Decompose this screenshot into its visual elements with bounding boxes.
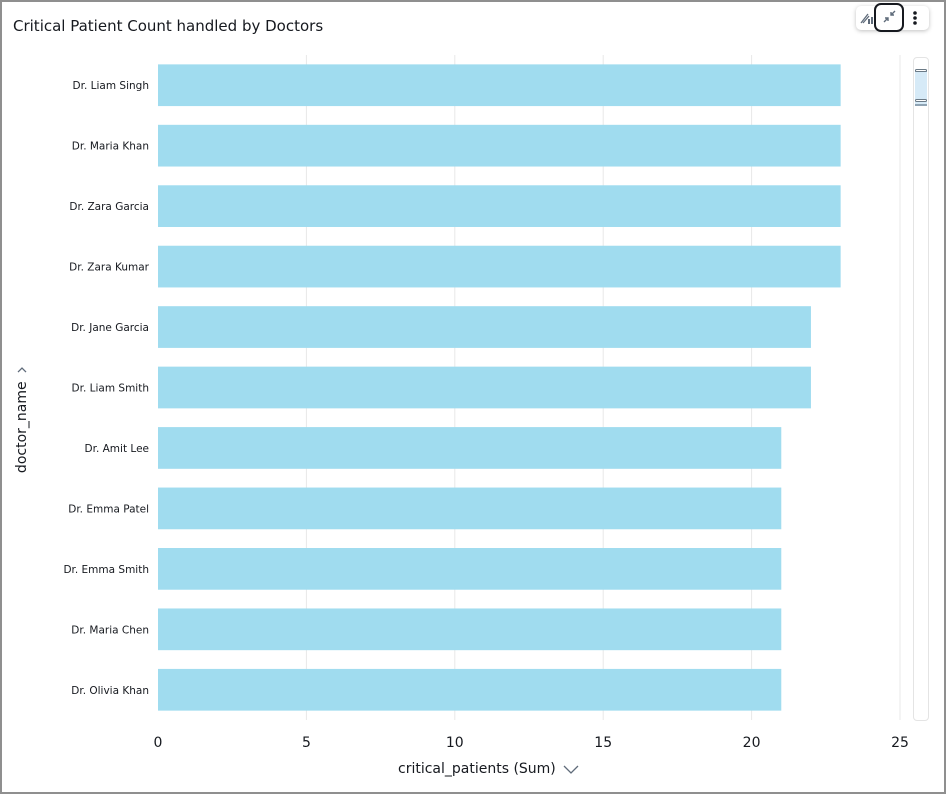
y-tick-label: Dr. Zara Kumar	[69, 262, 150, 274]
y-tick-label: Dr. Zara Garcia	[69, 201, 149, 213]
x-tick-label: 5	[302, 735, 311, 751]
scroll-grip-top[interactable]	[915, 69, 927, 72]
chart-title: Critical Patient Count handled by Doctor…	[13, 17, 324, 35]
bar[interactable]	[158, 427, 782, 469]
x-tick-label: 25	[891, 735, 909, 751]
bar[interactable]	[158, 64, 841, 107]
bar[interactable]	[158, 185, 841, 227]
y-axis-title[interactable]: doctor_name	[14, 381, 30, 474]
x-axis-title-wrap: critical_patients (Sum)	[398, 761, 580, 777]
chart-toolbar	[856, 3, 929, 32]
y-tick-label: Dr. Jane Garcia	[71, 322, 149, 334]
chevron-right-icon[interactable]	[14, 363, 30, 377]
bar[interactable]	[158, 124, 841, 167]
chevron-down-icon[interactable]	[560, 761, 580, 777]
vertical-scrollbar[interactable]	[913, 57, 929, 721]
x-tick-label: 0	[154, 735, 163, 751]
bar[interactable]	[158, 668, 782, 711]
y-tick-label: Dr. Emma Smith	[63, 564, 149, 576]
y-tick-label: Dr. Maria Khan	[72, 141, 149, 153]
collapse-icon[interactable]	[874, 3, 904, 32]
bar[interactable]	[158, 608, 782, 651]
x-axis-title[interactable]: critical_patients (Sum)	[398, 761, 556, 777]
y-tick-label: Dr. Maria Chen	[71, 624, 149, 636]
bar[interactable]	[158, 366, 811, 409]
scroll-grip-bottom[interactable]	[915, 99, 927, 102]
x-tick-label: 10	[446, 735, 464, 751]
bar[interactable]	[158, 245, 841, 288]
y-tick-label: Dr. Liam Smith	[72, 383, 149, 395]
scrollbar-thumb[interactable]	[915, 69, 927, 106]
more-vertical-icon[interactable]	[905, 8, 927, 28]
bar[interactable]	[158, 487, 782, 530]
x-tick-label: 20	[743, 735, 761, 751]
bar[interactable]	[158, 306, 811, 348]
y-tick-label: Dr. Emma Patel	[68, 503, 149, 515]
y-tick-label: Dr. Amit Lee	[85, 443, 149, 455]
y-tick-label: Dr. Olivia Khan	[71, 685, 149, 697]
y-tick-label: Dr. Liam Singh	[73, 80, 149, 92]
x-tick-label: 15	[594, 735, 612, 751]
bar[interactable]	[158, 548, 782, 590]
